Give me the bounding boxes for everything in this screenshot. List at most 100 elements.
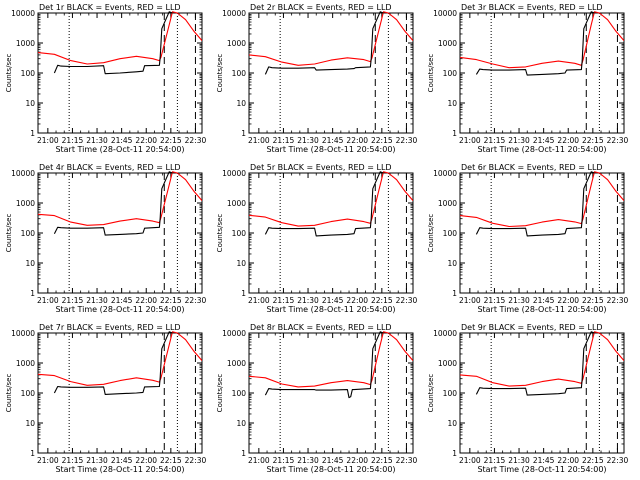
y-tick-label: 100 <box>21 69 36 78</box>
panel-4: Det 4r BLACK = Events, RED = LLD 1 10 100 10… <box>5 163 206 314</box>
x-tick-label: 21:15 <box>62 136 84 145</box>
series-events-line <box>53 331 173 395</box>
series-lld-line <box>38 11 202 65</box>
y-tick-label: 10000 <box>222 9 246 18</box>
y-tick-label: 100 <box>232 389 247 398</box>
x-tick-label: 22:30 <box>396 136 418 145</box>
x-tick-label: 22:30 <box>607 136 629 145</box>
y-tick-label: 10 <box>25 99 35 108</box>
y-tick-label: 10000 <box>222 169 246 178</box>
x-tick-label: 21:30 <box>297 136 319 145</box>
x-tick-label: 21:45 <box>533 456 555 465</box>
y-axis-label: Counts/sec <box>5 374 13 413</box>
x-tick-label: 22:15 <box>160 296 182 305</box>
x-tick-label: 21:30 <box>297 296 319 305</box>
x-tick-label: 22:30 <box>396 456 418 465</box>
x-tick-label: 21:45 <box>111 456 133 465</box>
y-tick-label: 1 <box>452 449 457 458</box>
x-tick-label: 21:00 <box>459 296 481 305</box>
panel-title: Det 2r BLACK = Events, RED = LLD <box>250 3 392 12</box>
x-tick-label: 22:15 <box>582 296 604 305</box>
series-lld-line <box>249 11 413 66</box>
series-lld-line <box>38 171 202 226</box>
x-axis-label: Start Time (28-Oct-11 20:54:00) <box>55 145 184 154</box>
x-axis-label: Start Time (28-Oct-11 20:54:00) <box>477 305 606 314</box>
x-tick-label: 21:45 <box>322 136 344 145</box>
x-tick-label: 21:00 <box>37 456 59 465</box>
x-tick-label: 22:00 <box>346 456 368 465</box>
y-tick-label: 10 <box>447 99 457 108</box>
y-tick-label: 100 <box>21 229 36 238</box>
series-events-line <box>264 171 384 237</box>
y-axis-label: Counts/sec <box>427 54 435 93</box>
y-tick-label: 1000 <box>227 39 246 48</box>
series-lld-line <box>38 331 202 386</box>
x-axis-label: Start Time (28-Oct-11 20:54:00) <box>266 305 395 314</box>
series-lld-line <box>249 331 413 388</box>
y-tick-label: 1000 <box>438 199 457 208</box>
x-tick-label: 21:30 <box>86 136 108 145</box>
panel-title: Det 3r BLACK = Events, RED = LLD <box>461 3 603 12</box>
y-tick-label: 10 <box>236 419 246 428</box>
x-tick-label: 22:30 <box>185 456 207 465</box>
panel-data <box>460 331 624 396</box>
x-tick-label: 21:45 <box>322 296 344 305</box>
y-tick-label: 1 <box>452 289 457 298</box>
y-tick-label: 1 <box>452 129 457 138</box>
x-tick-label: 21:15 <box>273 136 295 145</box>
y-tick-label: 1 <box>241 289 246 298</box>
panel-9: Det 9r BLACK = Events, RED = LLD 1 10 100 10… <box>427 323 628 474</box>
y-tick-label: 1000 <box>438 39 457 48</box>
y-tick-label: 10000 <box>11 9 35 18</box>
series-events-line <box>264 11 384 75</box>
x-tick-label: 22:30 <box>607 296 629 305</box>
panel-1: Det 1r BLACK = Events, RED = LLD 1 10 100 10… <box>5 3 206 154</box>
x-tick-label: 21:00 <box>459 136 481 145</box>
series-lld-line <box>460 171 624 228</box>
panel-data <box>38 11 202 75</box>
y-axis-label: Counts/sec <box>216 374 224 413</box>
x-tick-label: 21:15 <box>62 296 84 305</box>
x-axis-label: Start Time (28-Oct-11 20:54:00) <box>477 145 606 154</box>
panel-title: Det 7r BLACK = Events, RED = LLD <box>39 323 181 332</box>
y-axis-label: Counts/sec <box>427 214 435 253</box>
x-tick-label: 21:30 <box>508 296 530 305</box>
x-tick-label: 21:45 <box>111 296 133 305</box>
x-tick-label: 21:45 <box>322 456 344 465</box>
series-events-line <box>264 331 384 399</box>
x-axis-label: Start Time (28-Oct-11 20:54:00) <box>266 465 395 474</box>
panel-data <box>249 171 413 237</box>
y-tick-label: 10 <box>236 259 246 268</box>
y-axis-label: Counts/sec <box>216 54 224 93</box>
x-tick-label: 21:15 <box>273 456 295 465</box>
x-tick-label: 21:45 <box>533 296 555 305</box>
x-tick-label: 22:15 <box>582 136 604 145</box>
x-tick-label: 21:30 <box>508 136 530 145</box>
x-tick-label: 21:30 <box>86 456 108 465</box>
y-tick-label: 1000 <box>438 359 457 368</box>
series-events-line <box>475 331 595 396</box>
y-axis-label: Counts/sec <box>5 214 13 253</box>
panel-title: Det 8r BLACK = Events, RED = LLD <box>250 323 392 332</box>
panel-data <box>460 11 624 76</box>
y-tick-label: 10000 <box>433 329 457 338</box>
y-axis-label: Counts/sec <box>427 374 435 413</box>
x-tick-label: 22:00 <box>346 136 368 145</box>
x-tick-label: 22:00 <box>557 296 579 305</box>
x-tick-label: 22:15 <box>371 456 393 465</box>
series-lld-line <box>460 331 624 387</box>
x-tick-label: 22:15 <box>160 136 182 145</box>
y-tick-label: 1 <box>30 289 35 298</box>
x-tick-label: 21:45 <box>533 136 555 145</box>
x-axis-label: Start Time (28-Oct-11 20:54:00) <box>55 465 184 474</box>
x-tick-label: 22:00 <box>135 456 157 465</box>
panel-data <box>249 11 413 75</box>
y-tick-label: 100 <box>21 389 36 398</box>
panel-2: Det 2r BLACK = Events, RED = LLD 1 10 100 10… <box>216 3 417 154</box>
panel-data <box>460 171 624 237</box>
x-tick-label: 21:00 <box>459 456 481 465</box>
panel-title: Det 6r BLACK = Events, RED = LLD <box>461 163 603 172</box>
x-tick-label: 21:30 <box>297 456 319 465</box>
panel-7: Det 7r BLACK = Events, RED = LLD 1 10 100 10… <box>5 323 206 474</box>
